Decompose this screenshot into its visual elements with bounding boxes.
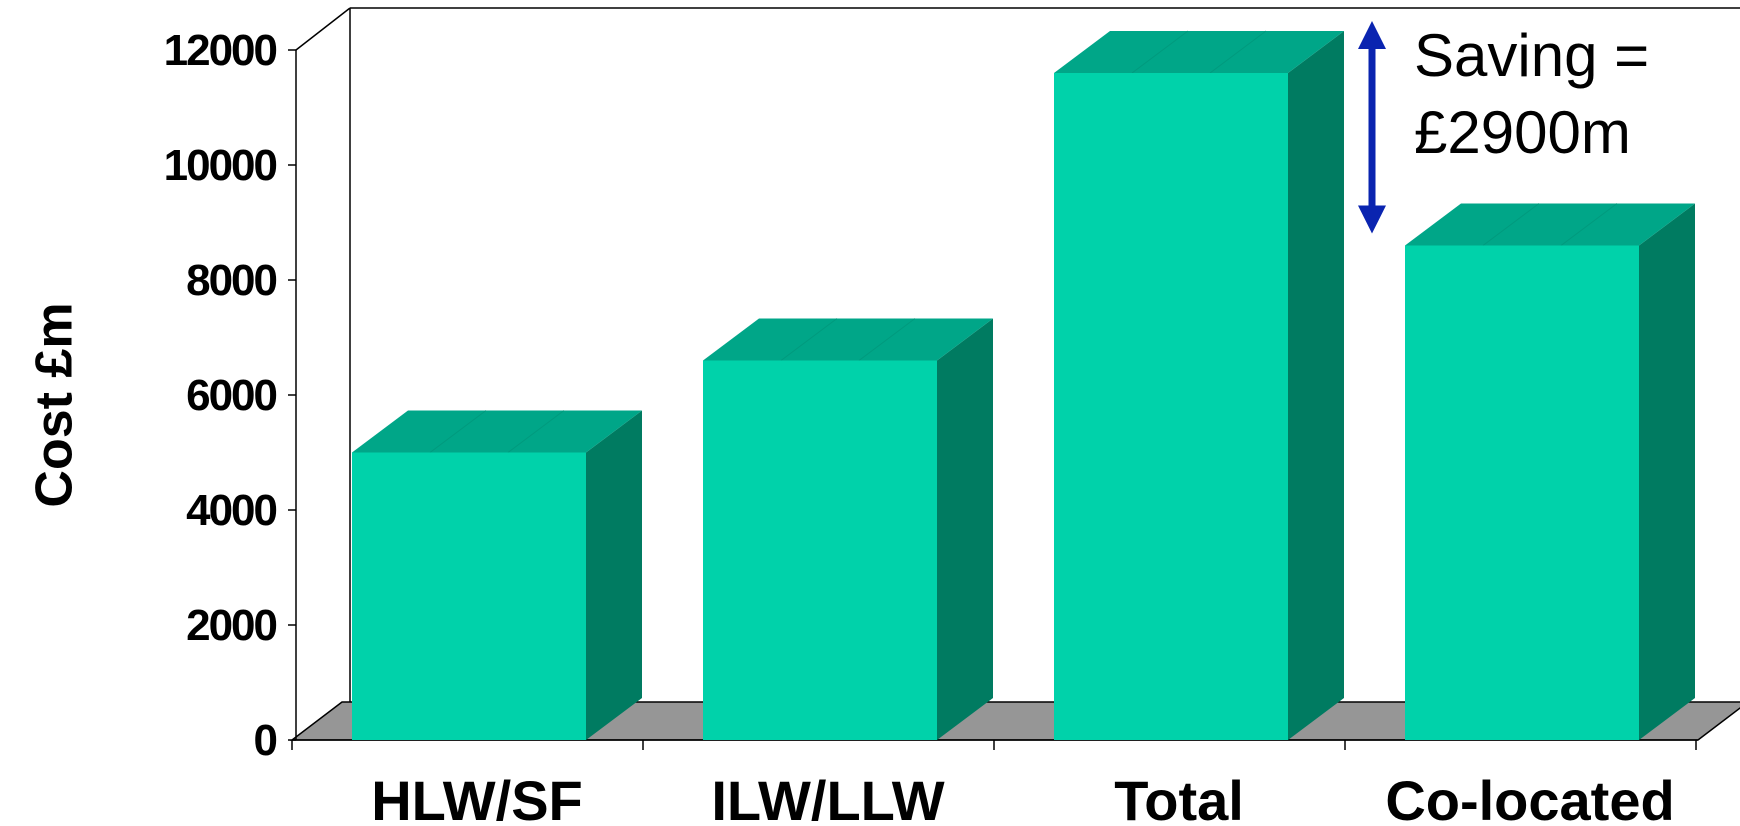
bar-side-face [1639,203,1695,740]
bar [1405,203,1695,740]
category-label: ILW/LLW [711,769,944,826]
bar [352,410,642,740]
bar-side-face [586,410,642,740]
bar-side-face [1288,31,1344,740]
category-labels: HLW/SF ILW/LLW Total Co-located [371,769,1674,826]
bar-top-facet [1131,30,1189,74]
category-label: Co-located [1385,769,1674,826]
bar-front-face [703,360,937,740]
bar-top-face [703,318,993,361]
bar-top-facet [1560,203,1618,246]
side-wall-top-edge [295,7,351,51]
bar-front-face [352,452,586,740]
y-tick-label: 4000 [186,486,276,535]
bar-front-face [1405,245,1639,740]
y-tick-label: 6000 [186,371,276,420]
saving-label-line2: £2900m [1414,99,1631,166]
bar-top-facet [858,318,916,361]
y-tick-label: 12000 [164,26,277,75]
bar-front-face [1054,73,1288,740]
y-tick-label: 10000 [164,141,277,190]
y-tick-label: 0 [254,716,277,765]
bars-group [352,30,1695,740]
bar-top-facet [1209,30,1267,74]
bar-top-face [1405,203,1695,246]
saving-label-line1: Saving = [1414,22,1649,89]
bar [1054,30,1344,740]
bar-top-face [1054,31,1344,73]
bar-top-facet [429,410,487,453]
bar [703,318,993,740]
y-tick-label: 2000 [186,601,276,650]
bar-top-face [352,410,642,453]
bar-top-facet [507,410,565,453]
bar-top-facet [780,318,838,361]
bar-side-face [937,318,993,740]
category-label: Total [1114,769,1244,826]
y-tick-label: 8000 [186,256,276,305]
bar-top-facet [1482,203,1540,246]
y-axis-label: Cost £m [26,302,84,507]
y-axis-ticks: 0 2000 4000 6000 8000 10000 12000 [164,26,296,765]
category-label: HLW/SF [371,769,583,826]
x-axis-ticks [291,740,1697,750]
saving-annotation: Saving = £2900m [1358,20,1649,234]
